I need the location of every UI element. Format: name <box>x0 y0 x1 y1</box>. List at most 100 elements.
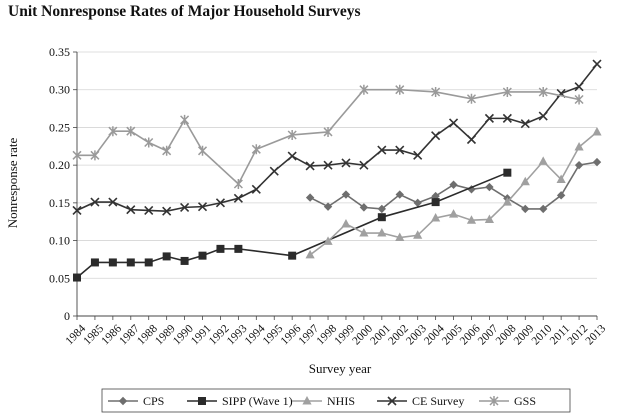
data-point-x <box>431 131 441 141</box>
data-point-star <box>233 179 243 189</box>
data-point-star <box>72 150 82 161</box>
data-point-triangle <box>556 174 566 183</box>
data-point-triangle <box>395 232 405 242</box>
data-point-triangle <box>466 215 477 224</box>
data-point-square <box>234 244 243 253</box>
data-point-triangle <box>302 396 312 405</box>
data-point-diamond <box>574 160 584 170</box>
legend-label: SIPP (Wave 1) <box>222 394 293 408</box>
legend-label: NHIS <box>327 394 355 408</box>
data-point-x <box>592 59 602 69</box>
y-axis-label: Nonresponse rate <box>5 137 20 228</box>
legend-item: GSS <box>479 394 536 408</box>
data-point-square <box>108 258 117 267</box>
y-tick-label: 0.05 <box>49 271 70 285</box>
data-point-star <box>359 84 369 95</box>
data-point-x <box>180 202 190 212</box>
data-point-triangle <box>359 228 369 237</box>
data-point-x <box>305 161 315 171</box>
data-point-square <box>144 258 153 267</box>
y-tick-label: 0.15 <box>49 196 70 210</box>
data-point-x <box>162 206 172 216</box>
data-point-square <box>431 198 440 207</box>
data-point-x <box>359 160 369 170</box>
series-ce-survey <box>72 59 602 216</box>
data-point-square <box>180 256 189 265</box>
legend-box <box>101 388 571 413</box>
y-tick-label: 0.25 <box>49 120 70 134</box>
data-point-triangle <box>592 126 602 136</box>
data-point-diamond <box>395 190 404 199</box>
legend-item: NHIS <box>292 394 355 408</box>
legend-label: GSS <box>514 394 536 408</box>
data-point-square <box>377 213 386 222</box>
data-point-x <box>377 145 387 155</box>
data-point-star <box>251 144 261 155</box>
data-point-x <box>502 113 512 123</box>
data-point-x <box>197 202 208 212</box>
data-point-triangle <box>377 228 387 237</box>
data-point-square <box>198 397 206 405</box>
data-point-star <box>144 137 154 148</box>
data-point-triangle <box>520 176 530 186</box>
data-point-star <box>90 150 100 161</box>
data-point-diamond <box>413 198 422 208</box>
legend: CPS SIPP (Wave 1) NHIS CE Survey GSS <box>101 388 571 413</box>
data-point-star <box>431 86 441 97</box>
data-point-star <box>162 145 172 156</box>
data-point-diamond <box>359 203 369 212</box>
data-point-triangle <box>341 218 351 228</box>
data-point-square <box>126 258 135 267</box>
series-nhis <box>305 126 602 259</box>
data-point-x <box>520 119 530 129</box>
data-point-square <box>162 252 171 261</box>
data-point-diamond <box>377 204 387 214</box>
series-gss <box>72 84 584 189</box>
y-tick-label: 0.20 <box>49 158 70 172</box>
legend-label: CPS <box>143 394 164 408</box>
data-point-square <box>90 258 99 267</box>
data-point-triangle <box>574 142 584 151</box>
data-point-diamond <box>323 202 333 211</box>
series-cps <box>305 157 602 214</box>
data-point-star <box>126 126 136 137</box>
data-point-x <box>387 396 397 406</box>
data-point-star <box>574 94 584 105</box>
data-point-x <box>251 184 261 194</box>
x-axis-label: Survey year <box>309 361 372 376</box>
data-point-x <box>108 197 118 207</box>
y-tick-label: 0.30 <box>49 83 70 97</box>
y-tick-label: 0.35 <box>49 45 70 59</box>
series-line <box>76 171 508 279</box>
data-point-x <box>466 134 477 145</box>
data-point-x <box>341 158 351 168</box>
series-sipp-wave-1 <box>73 168 512 282</box>
data-point-diamond <box>118 396 128 406</box>
data-point-x <box>233 193 243 203</box>
data-point-x <box>126 205 136 215</box>
data-point-star <box>197 145 208 156</box>
data-point-x <box>323 160 333 170</box>
data-point-x <box>395 145 405 155</box>
data-point-star <box>287 129 297 140</box>
grid-lines <box>77 51 597 279</box>
x-tick-label: 2013 <box>583 323 608 348</box>
legend-item: CPS <box>108 394 164 408</box>
data-point-triangle <box>448 209 459 218</box>
data-point-x <box>72 205 82 215</box>
data-point-triangle <box>323 236 333 245</box>
data-point-diamond <box>449 180 458 189</box>
data-point-square <box>288 251 297 260</box>
data-point-star <box>538 86 548 97</box>
data-point-x <box>538 111 548 121</box>
data-point-square <box>503 168 512 177</box>
data-point-star <box>395 84 405 95</box>
chart-title: Unit Nonresponse Rates of Major Househol… <box>8 3 361 20</box>
data-point-triangle <box>502 197 512 206</box>
data-point-square <box>216 244 225 253</box>
data-point-diamond <box>485 182 494 192</box>
data-point-triangle <box>484 214 495 223</box>
y-tick-label: 0.10 <box>49 234 70 248</box>
data-point-triangle <box>305 249 315 259</box>
